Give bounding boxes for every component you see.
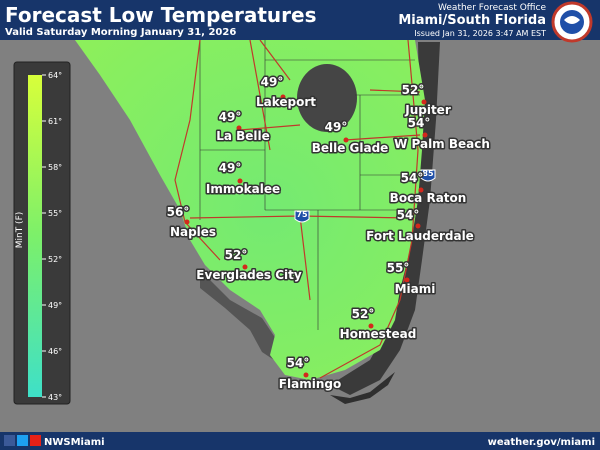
city-dot <box>368 323 374 329</box>
coastal-shading <box>330 42 440 395</box>
city-temp: 56° <box>167 205 190 219</box>
city-temp: 55° <box>387 261 410 275</box>
youtube-icon[interactable] <box>30 435 41 446</box>
city-name: Lakeport <box>256 95 316 109</box>
city-name: Belle Glade <box>312 141 389 155</box>
interstate-85: 85 <box>420 169 436 182</box>
interstate-75: 75 <box>294 210 310 223</box>
legend-colorbar <box>28 75 42 397</box>
city-dot <box>343 137 349 143</box>
city-dot <box>237 178 243 184</box>
lake-okeechobee <box>297 64 357 132</box>
city-name: Boca Raton <box>390 191 467 205</box>
city-name: Miami <box>395 282 436 296</box>
social-handle[interactable]: NWSMiami <box>44 437 105 448</box>
subtitle: Valid Saturday Morning January 31, 2026 <box>5 27 236 38</box>
city-name: Flamingo <box>279 377 341 391</box>
city-temp: 49° <box>325 120 348 134</box>
city-dot <box>422 132 428 138</box>
city-temp: 54° <box>408 116 431 130</box>
legend-title: MinT (F) <box>15 212 25 249</box>
city-temp: 54° <box>287 356 310 370</box>
header-band <box>0 0 600 40</box>
footer-band <box>0 432 600 450</box>
website[interactable]: weather.gov/miami <box>488 437 595 448</box>
city-dot <box>242 264 248 270</box>
issued: Issued Jan 31, 2026 3:47 AM EST <box>414 29 546 38</box>
city-name: Fort Lauderdale <box>366 229 474 243</box>
title: Forecast Low Temperatures <box>5 3 316 27</box>
office: Weather Forecast Office <box>438 3 546 13</box>
legend-tick-label: 64° <box>48 71 62 80</box>
legend-tick-label: 61° <box>48 117 62 126</box>
facebook-icon[interactable] <box>4 435 15 446</box>
highway-label: 85 <box>422 169 434 178</box>
city-name: La Belle <box>216 129 270 143</box>
city-temp: 52° <box>352 307 375 321</box>
legend-tick-label: 55° <box>48 209 62 218</box>
cities: 49° Lakeport 49° La Belle 49° Belle Glade 52° J… <box>165 74 491 393</box>
city-temp: 49° <box>261 75 284 89</box>
legend-tick-label: 52° <box>48 255 62 264</box>
coastal-shading <box>200 270 278 360</box>
city-temp: 52° <box>402 83 425 97</box>
office-name: Miami/South Florida <box>398 13 546 28</box>
city-dot <box>303 372 309 378</box>
city-name: Everglades City <box>196 268 302 282</box>
city-dot <box>184 219 190 225</box>
highway-label: 75 <box>296 210 308 219</box>
city-name: Immokalee <box>206 182 280 196</box>
city-dot <box>421 99 427 105</box>
city-temp: 54° <box>401 171 424 185</box>
legend-tick-label: 46° <box>48 347 62 356</box>
city-temp: 49° <box>219 161 242 175</box>
legend-ticks: 64° 61° 58° 55° 52° 49° 46° 43° <box>42 71 62 402</box>
legend-tick-label: 43° <box>48 393 62 402</box>
twitter-icon[interactable] <box>17 435 28 446</box>
legend-tick-label: 49° <box>48 301 62 310</box>
keys <box>330 372 395 404</box>
city-dot <box>236 125 242 131</box>
city-name: Naples <box>170 225 216 239</box>
city-dot <box>280 94 286 100</box>
city-dot <box>415 223 421 229</box>
city-dot <box>418 187 424 193</box>
city-name: W Palm Beach <box>394 137 490 151</box>
city-name: Jupiter <box>404 103 451 117</box>
nws-logo <box>551 1 593 43</box>
city-name: Homestead <box>340 327 417 341</box>
city-temp: 49° <box>219 110 242 124</box>
city-temp: 54° <box>397 208 420 222</box>
city-dot <box>404 277 410 283</box>
legend-tick-label: 58° <box>48 163 62 172</box>
city-temp: 52° <box>225 248 248 262</box>
